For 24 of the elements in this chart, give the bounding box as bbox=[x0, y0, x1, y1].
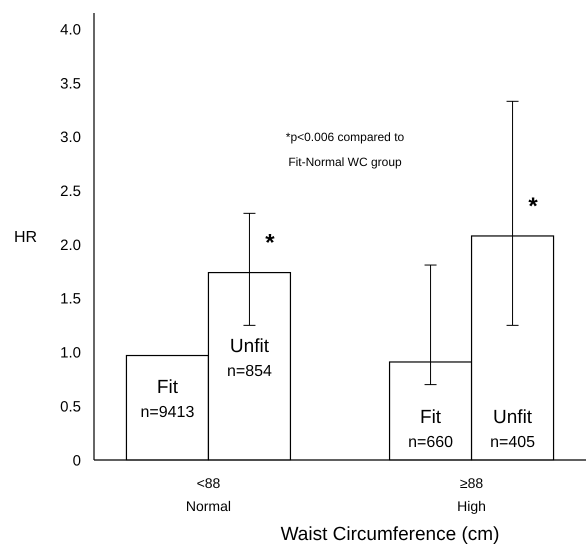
y-tick-label: 1.0 bbox=[60, 344, 81, 362]
y-tick-label: 2.0 bbox=[60, 236, 81, 254]
series-label: Fit bbox=[156, 376, 179, 398]
y-axis-title: HR bbox=[14, 229, 38, 246]
annotation: * bbox=[265, 230, 276, 257]
y-tick-label: 3.0 bbox=[60, 129, 81, 146]
y-tick-label: 0.5 bbox=[60, 398, 81, 416]
x-tick-label: ≥88 High bbox=[457, 475, 486, 514]
text: Fit bbox=[420, 407, 442, 428]
x-axis-title: Waist Circumference (cm) bbox=[280, 524, 500, 544]
text: Unfit bbox=[230, 336, 269, 357]
y-tick-label: 0 bbox=[72, 452, 81, 470]
y-tick-label: 2.5 bbox=[60, 182, 81, 200]
y-tick-label: 4.0 bbox=[60, 21, 81, 38]
annotation: *p<0.006 compared to Fit-Normal WC group bbox=[286, 130, 405, 169]
annotation: n=660 bbox=[408, 434, 454, 452]
annotation: * bbox=[528, 192, 538, 220]
x-tick-label: <88 Normal bbox=[186, 475, 232, 514]
annotation: n=9413 bbox=[140, 404, 194, 421]
annotation: n=854 bbox=[226, 362, 272, 380]
y-tick-label: 1.5 bbox=[60, 290, 81, 308]
y-tick-label: 3.5 bbox=[60, 75, 81, 92]
annotation: n=405 bbox=[490, 434, 536, 452]
series-label: Unfit bbox=[493, 407, 533, 428]
